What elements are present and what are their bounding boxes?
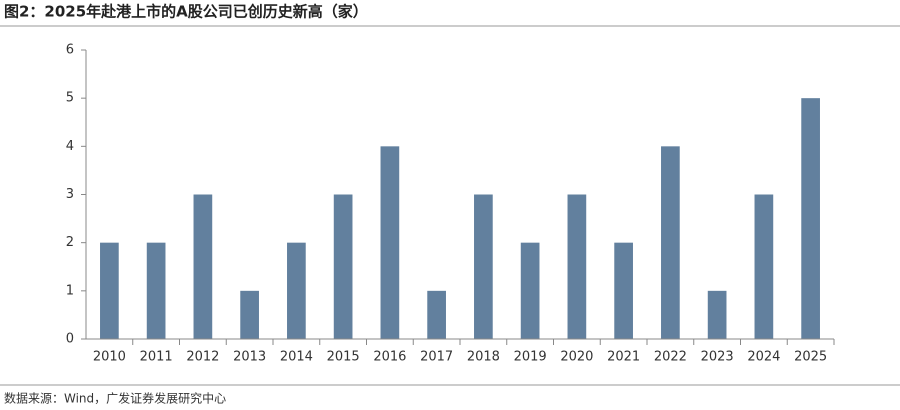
x-tick-label: 2019: [514, 350, 547, 365]
y-tick-label: 3: [66, 187, 74, 202]
y-tick-label: 4: [66, 139, 74, 154]
bar: [567, 194, 587, 339]
y-tick-label: 5: [66, 91, 74, 106]
x-tick-label: 2017: [420, 350, 453, 365]
x-tick-label: 2022: [654, 350, 687, 365]
y-tick-label: 1: [66, 283, 74, 298]
bar: [474, 194, 493, 339]
y-tick-label: 6: [66, 43, 74, 58]
bar: [614, 242, 633, 339]
bar: [100, 242, 119, 339]
x-tick-label: 2023: [701, 350, 734, 365]
y-tick-label: 0: [66, 332, 74, 347]
chart-title: 图2：2025年赴港上市的A股公司已创历史新高（家）: [4, 3, 368, 21]
bar: [661, 146, 680, 339]
bar: [193, 194, 213, 339]
bar: [380, 146, 400, 339]
bar: [754, 194, 774, 339]
bar: [333, 194, 353, 339]
x-tick-label: 2015: [327, 350, 360, 365]
x-tick-label: 2012: [186, 350, 219, 365]
bar: [520, 242, 540, 339]
bar: [707, 290, 727, 339]
x-tick-label: 2010: [93, 350, 126, 365]
x-tick-label: 2018: [467, 350, 500, 365]
x-tick-label: 2011: [140, 350, 173, 365]
bar: [801, 98, 820, 340]
x-tick-label: 2020: [560, 350, 593, 365]
x-tick-label: 2016: [373, 350, 406, 365]
bar: [427, 290, 446, 339]
bar: [240, 290, 259, 339]
bar: [287, 242, 306, 339]
x-tick-label: 2014: [280, 350, 313, 365]
x-tick-label: 2024: [747, 350, 780, 365]
bar: [146, 242, 166, 339]
x-tick-label: 2025: [794, 350, 827, 365]
source-note: 数据来源：Wind，广发证券发展研究中心: [4, 391, 226, 406]
x-tick-label: 2021: [607, 350, 640, 365]
y-tick-label: 2: [66, 235, 74, 250]
x-tick-label: 2013: [233, 350, 266, 365]
